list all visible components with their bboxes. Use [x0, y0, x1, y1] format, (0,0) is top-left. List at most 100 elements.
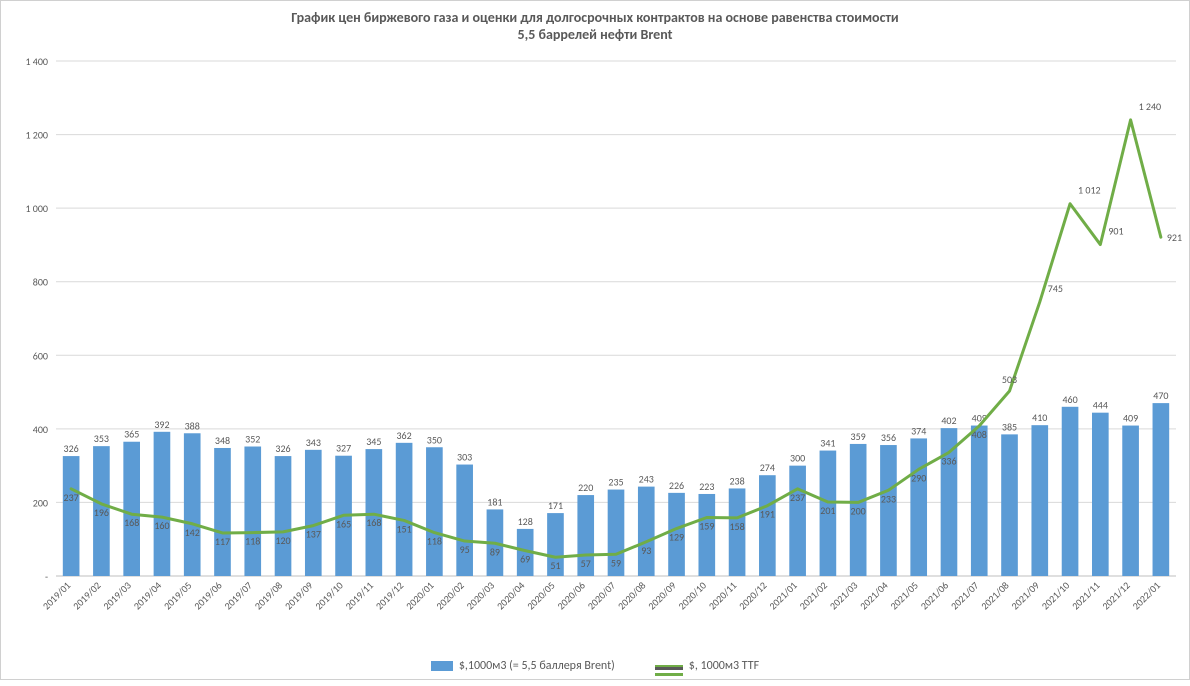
svg-text:352: 352	[245, 433, 260, 446]
svg-text:2021/12: 2021/12	[1099, 579, 1132, 612]
svg-text:341: 341	[820, 437, 835, 450]
svg-text:2021/07: 2021/07	[948, 579, 981, 612]
svg-text:2019/05: 2019/05	[161, 579, 194, 612]
svg-text:444: 444	[1093, 399, 1108, 412]
svg-text:400: 400	[33, 423, 48, 436]
svg-text:95: 95	[460, 543, 470, 556]
svg-text:326: 326	[275, 442, 290, 455]
svg-text:410: 410	[1032, 411, 1047, 424]
svg-text:2021/04: 2021/04	[857, 579, 890, 612]
svg-text:2020/02: 2020/02	[433, 579, 466, 612]
svg-text:274: 274	[760, 461, 775, 474]
svg-text:327: 327	[336, 442, 351, 455]
svg-text:2019/08: 2019/08	[252, 579, 285, 612]
svg-text:165: 165	[336, 517, 351, 530]
svg-text:402: 402	[941, 414, 956, 427]
svg-text:220: 220	[578, 481, 593, 494]
svg-text:59: 59	[611, 556, 621, 569]
svg-text:2020/06: 2020/06	[554, 579, 587, 612]
svg-text:160: 160	[154, 519, 169, 532]
svg-text:348: 348	[215, 434, 230, 447]
svg-text:2019/09: 2019/09	[282, 579, 315, 612]
plot-area: -2004006008001 0001 2001 400326353365392…	[1, 1, 1190, 681]
svg-text:69: 69	[520, 553, 530, 566]
svg-text:503: 503	[1002, 373, 1017, 386]
svg-text:362: 362	[396, 429, 411, 442]
svg-text:409: 409	[1123, 412, 1138, 425]
svg-text:345: 345	[366, 435, 381, 448]
svg-text:2019/01: 2019/01	[40, 579, 73, 612]
svg-text:-: -	[45, 570, 48, 583]
svg-text:2022/01: 2022/01	[1130, 579, 1163, 612]
svg-text:120: 120	[275, 534, 290, 547]
svg-text:158: 158	[729, 520, 744, 533]
svg-text:408: 408	[972, 428, 987, 441]
svg-text:117: 117	[215, 535, 230, 548]
svg-text:353: 353	[94, 432, 109, 445]
svg-text:200: 200	[33, 496, 48, 509]
legend-swatch-line	[655, 665, 683, 668]
svg-text:326: 326	[64, 442, 79, 455]
svg-text:388: 388	[185, 419, 200, 432]
legend-item-line: $, 1000м3 TTF	[655, 659, 759, 673]
svg-text:223: 223	[699, 480, 714, 493]
svg-text:118: 118	[427, 535, 442, 548]
svg-text:359: 359	[851, 430, 866, 443]
svg-text:168: 168	[124, 516, 139, 529]
svg-text:118: 118	[245, 535, 260, 548]
chart-svg: -2004006008001 0001 2001 400326353365392…	[1, 1, 1190, 681]
svg-text:2020/10: 2020/10	[675, 579, 708, 612]
svg-text:171: 171	[548, 499, 563, 512]
svg-text:226: 226	[669, 479, 684, 492]
svg-text:2020/03: 2020/03	[464, 579, 497, 612]
svg-text:343: 343	[306, 436, 321, 449]
gas-price-chart: График цен биржевого газа и оценки для д…	[0, 0, 1190, 680]
svg-text:235: 235	[608, 476, 623, 489]
svg-text:237: 237	[790, 491, 805, 504]
svg-text:2019/06: 2019/06	[191, 579, 224, 612]
svg-text:350: 350	[427, 433, 442, 446]
legend-label-bars: $,1000м3 (= 5,5 баллеря Brent)	[459, 659, 615, 673]
svg-text:151: 151	[396, 522, 411, 535]
svg-text:1 400: 1 400	[25, 55, 48, 68]
svg-text:901: 901	[1108, 225, 1123, 238]
svg-text:2020/12: 2020/12	[736, 579, 769, 612]
svg-text:51: 51	[550, 559, 560, 572]
svg-text:2019/04: 2019/04	[131, 579, 164, 612]
svg-text:2019/02: 2019/02	[70, 579, 103, 612]
svg-text:2020/01: 2020/01	[403, 579, 436, 612]
svg-text:356: 356	[881, 431, 896, 444]
svg-text:89: 89	[490, 545, 500, 558]
legend-label-line: $, 1000м3 TTF	[689, 659, 759, 673]
svg-text:470: 470	[1153, 389, 1168, 402]
svg-text:2021/09: 2021/09	[1008, 579, 1041, 612]
svg-text:1 012: 1 012	[1078, 184, 1101, 197]
svg-text:128: 128	[518, 515, 533, 528]
svg-text:392: 392	[154, 418, 169, 431]
svg-text:2020/08: 2020/08	[615, 579, 648, 612]
svg-text:2021/11: 2021/11	[1069, 579, 1102, 612]
svg-text:168: 168	[366, 516, 381, 529]
svg-text:137: 137	[306, 528, 321, 541]
svg-text:290: 290	[911, 471, 926, 484]
svg-text:200: 200	[851, 504, 866, 517]
svg-text:800: 800	[33, 276, 48, 289]
svg-text:159: 159	[699, 520, 714, 533]
svg-text:460: 460	[1062, 393, 1077, 406]
svg-text:2020/07: 2020/07	[585, 579, 618, 612]
legend: $,1000м3 (= 5,5 баллеря Brent) $, 1000м3…	[1, 659, 1189, 673]
svg-text:142: 142	[185, 526, 200, 539]
svg-text:2020/09: 2020/09	[645, 579, 678, 612]
svg-text:2021/06: 2021/06	[918, 579, 951, 612]
svg-text:57: 57	[581, 557, 591, 570]
svg-text:2019/03: 2019/03	[100, 579, 133, 612]
svg-text:2020/04: 2020/04	[494, 579, 527, 612]
svg-text:1 000: 1 000	[25, 202, 48, 215]
svg-text:129: 129	[669, 531, 684, 544]
svg-text:365: 365	[124, 428, 139, 441]
svg-text:181: 181	[487, 495, 502, 508]
svg-text:2019/11: 2019/11	[343, 579, 376, 612]
svg-text:2019/10: 2019/10	[312, 579, 345, 612]
svg-text:2020/05: 2020/05	[524, 579, 557, 612]
svg-text:201: 201	[820, 504, 835, 517]
